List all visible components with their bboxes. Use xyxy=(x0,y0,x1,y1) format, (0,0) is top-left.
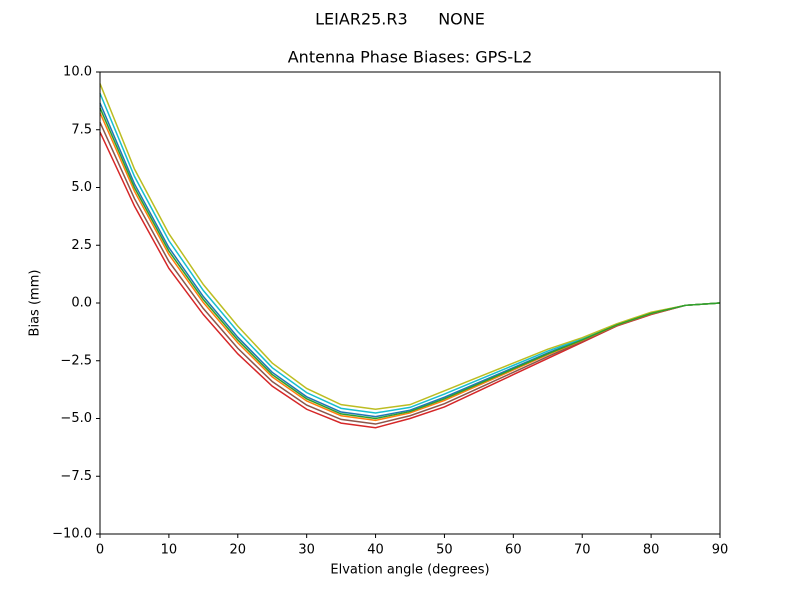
x-tick-label: 0 xyxy=(96,543,104,558)
x-tick-label: 70 xyxy=(574,543,591,558)
chart-title: Antenna Phase Biases: GPS-L2 xyxy=(288,48,533,67)
y-tick-label: −5.0 xyxy=(60,411,92,426)
y-tick-label: 10.0 xyxy=(63,65,92,80)
x-tick-label: 60 xyxy=(505,543,522,558)
y-tick-label: 5.0 xyxy=(71,180,92,195)
series-line xyxy=(99,83,721,411)
series-line xyxy=(99,107,721,420)
y-tick-label: 7.5 xyxy=(71,122,92,137)
x-tick-label: 50 xyxy=(436,543,453,558)
y-tick-label: −2.5 xyxy=(60,353,92,368)
y-axis-label: Bias (mm) xyxy=(28,270,43,337)
x-tick-label: 10 xyxy=(161,543,178,558)
y-tick-label: −7.5 xyxy=(60,469,92,484)
suptitle: LEIAR25.R3 NONE xyxy=(315,10,485,29)
x-tick-label: 80 xyxy=(643,543,660,558)
y-tick-label: −10.0 xyxy=(52,527,92,542)
y-tick-label: 0.0 xyxy=(71,296,92,311)
x-tick-label: 40 xyxy=(367,543,384,558)
x-tick-label: 30 xyxy=(298,543,315,558)
y-tick-label: 2.5 xyxy=(71,238,92,253)
x-tick-label: 90 xyxy=(712,543,729,558)
x-axis-label: Elvation angle (degrees) xyxy=(330,563,489,578)
x-tick-label: 20 xyxy=(230,543,247,558)
